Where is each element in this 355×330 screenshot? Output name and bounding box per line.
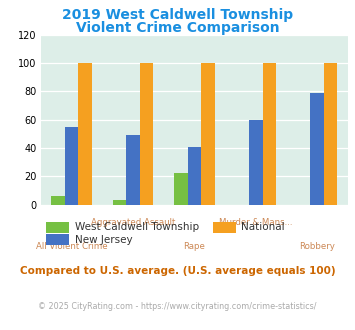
Bar bbox=[65, 127, 78, 205]
Bar bbox=[201, 63, 215, 205]
Bar bbox=[249, 120, 263, 205]
Bar bbox=[113, 200, 126, 205]
Bar bbox=[51, 196, 65, 205]
Text: Robbery: Robbery bbox=[299, 242, 335, 251]
Bar bbox=[174, 174, 187, 205]
Bar bbox=[187, 147, 201, 205]
Text: Compared to U.S. average. (U.S. average equals 100): Compared to U.S. average. (U.S. average … bbox=[20, 266, 335, 276]
Bar bbox=[78, 63, 92, 205]
Text: Violent Crime Comparison: Violent Crime Comparison bbox=[76, 21, 279, 35]
Text: 2019 West Caldwell Township: 2019 West Caldwell Township bbox=[62, 8, 293, 22]
Bar bbox=[324, 63, 338, 205]
Bar bbox=[310, 93, 324, 205]
Bar bbox=[263, 63, 276, 205]
Text: West Caldwell Township: West Caldwell Township bbox=[75, 222, 199, 232]
Text: Murder & Mans...: Murder & Mans... bbox=[219, 218, 293, 227]
Text: All Violent Crime: All Violent Crime bbox=[36, 242, 107, 251]
Text: Rape: Rape bbox=[184, 242, 205, 251]
Text: National: National bbox=[241, 222, 285, 232]
Text: New Jersey: New Jersey bbox=[75, 235, 132, 245]
Text: © 2025 CityRating.com - https://www.cityrating.com/crime-statistics/: © 2025 CityRating.com - https://www.city… bbox=[38, 302, 317, 311]
Bar bbox=[126, 135, 140, 205]
Text: Aggravated Assault: Aggravated Assault bbox=[91, 218, 175, 227]
Bar bbox=[140, 63, 153, 205]
